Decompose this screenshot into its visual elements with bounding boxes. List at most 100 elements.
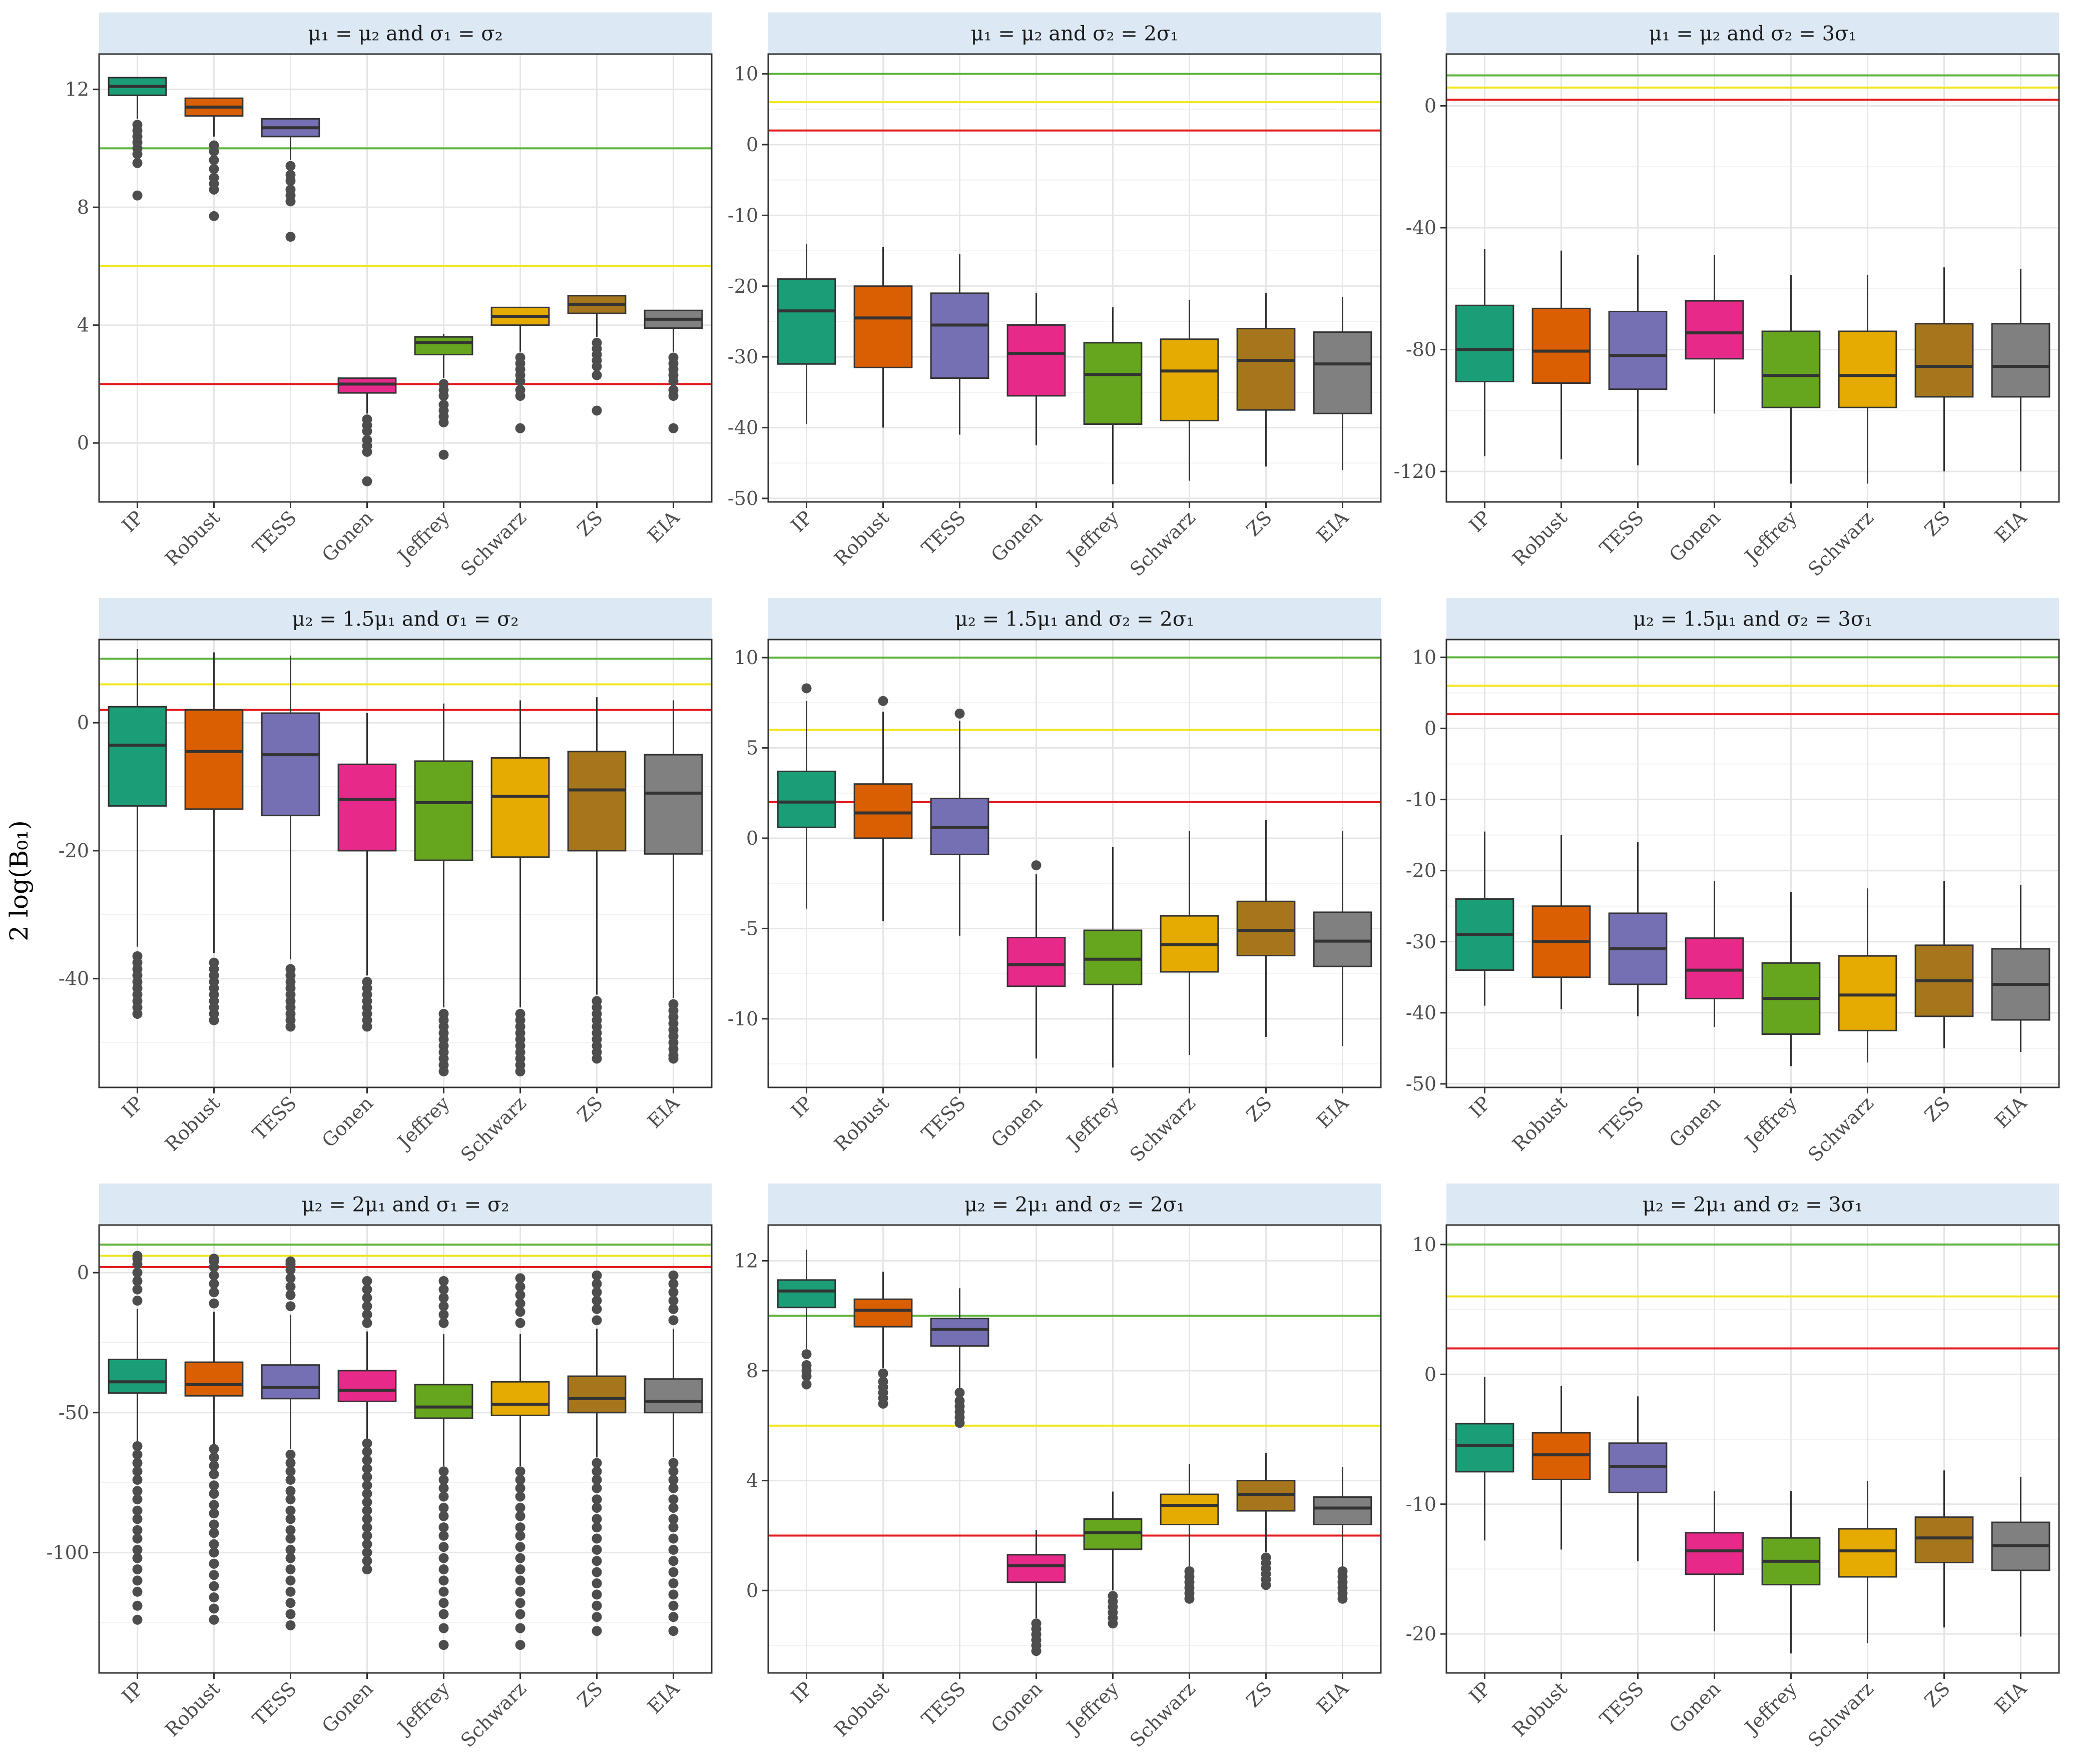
outlier-point (285, 1282, 296, 1292)
outlier-point (285, 1553, 296, 1563)
outlier-point (668, 1279, 679, 1289)
outlier-point (362, 1556, 372, 1566)
box-jeffrey (414, 334, 473, 460)
outlier-point (592, 1304, 602, 1314)
box-tess (930, 254, 989, 435)
panel-border (98, 639, 713, 1088)
outlier-point (592, 1287, 602, 1298)
outlier-point (132, 1564, 143, 1575)
outlier-point (438, 1542, 449, 1552)
outlier-point (285, 1564, 296, 1575)
panel-plot-area (768, 640, 1381, 1087)
outlier-point (132, 190, 143, 201)
outlier-point (362, 446, 372, 457)
outlier-point (1261, 1580, 1271, 1590)
outlier-point (801, 1371, 812, 1381)
box-body (1006, 324, 1066, 397)
box-body (414, 760, 473, 861)
facet-title: μ₁ = μ₂ and σ₂ = 3σ₁ (1649, 23, 1857, 46)
outlier-point (438, 1530, 449, 1541)
outlier-point (1108, 1618, 1118, 1629)
outlier-point (209, 1528, 219, 1538)
outlier-point (592, 1556, 602, 1566)
outlier-point (515, 1273, 526, 1284)
outlier-point (132, 1259, 143, 1270)
box-body (1160, 1493, 1219, 1525)
panel-border (767, 53, 1382, 503)
outlier-point (592, 1475, 602, 1485)
box-body (644, 1378, 703, 1414)
outlier-point (132, 1296, 143, 1306)
panel-border (1445, 639, 2060, 1088)
box-body (1838, 955, 1897, 1031)
panel-border (1445, 1224, 2060, 1674)
outlier-point (878, 1398, 888, 1409)
box-robust (184, 652, 244, 1025)
y-tick-label: -10 (728, 1008, 758, 1030)
y-tick-label: 5 (746, 737, 758, 759)
outlier-point (285, 1486, 296, 1496)
outlier-point (438, 1609, 449, 1619)
box-zs (1236, 293, 1296, 467)
y-tick-label: 8 (77, 196, 89, 218)
outlier-point (515, 1564, 526, 1575)
y-tick-label: -40 (59, 968, 89, 990)
outlier-point (1337, 1593, 1348, 1604)
outlier-point (515, 1475, 526, 1485)
outlier-point (668, 1612, 679, 1622)
y-tick-label: -50 (59, 1402, 89, 1424)
box-schwarz (1160, 1464, 1219, 1604)
outlier-point (362, 1497, 372, 1507)
y-tick-label: -20 (728, 275, 758, 297)
outlier-point (668, 1458, 679, 1468)
outlier-point (209, 1570, 219, 1580)
outlier-point (668, 1466, 679, 1477)
box-robust (184, 1254, 244, 1625)
box-body (644, 754, 703, 855)
outlier-point (515, 1511, 526, 1521)
outlier-point (515, 1483, 526, 1493)
box-tess (1608, 842, 1668, 1016)
outlier-point (285, 1586, 296, 1597)
y-tick-label: -120 (1394, 460, 1436, 482)
outlier-point (592, 1522, 602, 1533)
facet-title: μ₂ = 1.5μ₁ and σ₂ = 3σ₁ (1633, 608, 1872, 631)
outlier-point (515, 1466, 526, 1477)
y-tick-label: -40 (1406, 1002, 1436, 1024)
box-zs (1914, 881, 1974, 1048)
box-ip (1455, 1377, 1514, 1541)
box-body (1455, 1423, 1514, 1473)
outlier-point (362, 1480, 372, 1491)
outlier-point (515, 1522, 526, 1533)
outlier-point (362, 1463, 372, 1474)
facet-title: μ₂ = 1.5μ₁ and σ₂ = 2σ₁ (955, 608, 1194, 631)
outlier-point (132, 1284, 143, 1295)
outlier-point (132, 1586, 143, 1597)
y-tick-label: -20 (1406, 1623, 1436, 1645)
outlier-point (209, 1480, 219, 1491)
box-schwarz (1838, 888, 1897, 1063)
facet-strip (768, 1184, 1381, 1225)
outlier-point (592, 1567, 602, 1577)
box-body (930, 292, 989, 379)
outlier-point (515, 1066, 526, 1077)
outlier-point (668, 1578, 679, 1588)
outlier-point (285, 196, 296, 207)
outlier-point (515, 423, 526, 433)
outlier-point (285, 1449, 296, 1460)
outlier-point (668, 1270, 679, 1281)
box-tess (930, 708, 989, 936)
outlier-point (515, 1290, 526, 1300)
box-body (567, 1375, 627, 1414)
outlier-point (209, 1519, 219, 1530)
outlier-point (285, 1598, 296, 1608)
outlier-point (285, 1466, 296, 1477)
box-jeffrey (414, 1276, 473, 1650)
outlier-point (362, 1522, 372, 1533)
outlier-point (132, 1544, 143, 1555)
outlier-point (285, 1620, 296, 1630)
box-eia (644, 309, 703, 433)
outlier-point (592, 1600, 602, 1611)
outlier-point (954, 708, 965, 719)
